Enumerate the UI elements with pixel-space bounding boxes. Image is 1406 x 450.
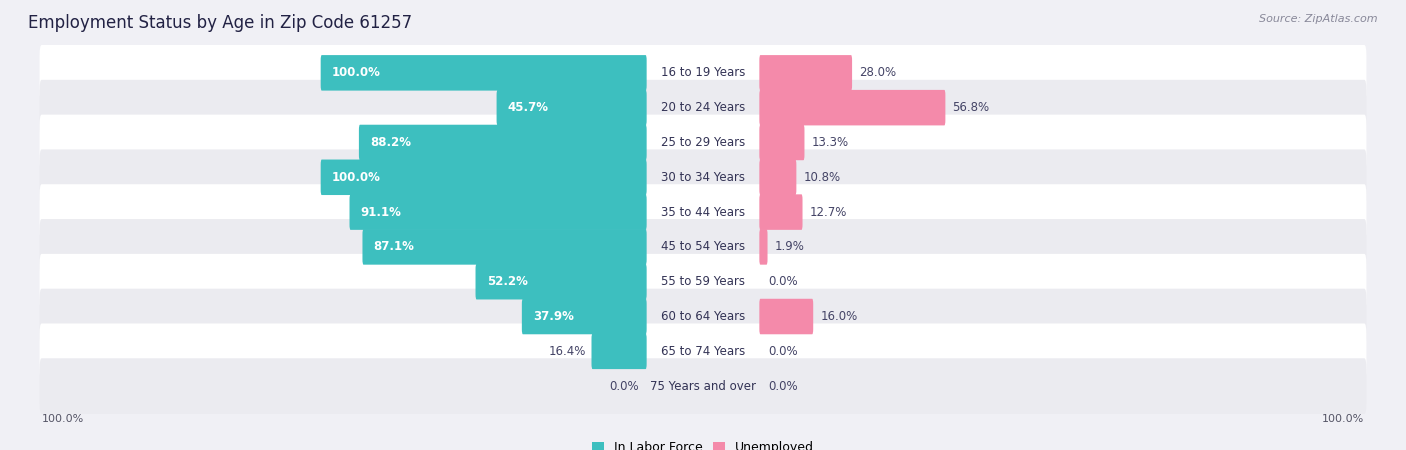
Text: 100.0%: 100.0% xyxy=(1322,414,1364,424)
Text: 16 to 19 Years: 16 to 19 Years xyxy=(661,66,745,79)
Text: 37.9%: 37.9% xyxy=(533,310,574,323)
Text: 100.0%: 100.0% xyxy=(332,66,381,79)
FancyBboxPatch shape xyxy=(321,160,647,195)
FancyBboxPatch shape xyxy=(39,358,1367,414)
Text: 0.0%: 0.0% xyxy=(609,380,638,393)
Text: 28.0%: 28.0% xyxy=(859,66,896,79)
Text: 13.3%: 13.3% xyxy=(811,136,849,149)
Text: 56.8%: 56.8% xyxy=(952,101,990,114)
Text: 1.9%: 1.9% xyxy=(775,240,804,253)
Text: 30 to 34 Years: 30 to 34 Years xyxy=(661,171,745,184)
FancyBboxPatch shape xyxy=(759,229,768,265)
FancyBboxPatch shape xyxy=(39,254,1367,310)
Text: 65 to 74 Years: 65 to 74 Years xyxy=(661,345,745,358)
Text: 88.2%: 88.2% xyxy=(370,136,411,149)
Text: Source: ZipAtlas.com: Source: ZipAtlas.com xyxy=(1260,14,1378,23)
Text: 52.2%: 52.2% xyxy=(486,275,527,288)
Text: 45.7%: 45.7% xyxy=(508,101,548,114)
FancyBboxPatch shape xyxy=(39,324,1367,379)
Text: 10.8%: 10.8% xyxy=(803,171,841,184)
FancyBboxPatch shape xyxy=(363,229,647,265)
FancyBboxPatch shape xyxy=(39,184,1367,240)
FancyBboxPatch shape xyxy=(759,90,945,126)
Text: 16.4%: 16.4% xyxy=(548,345,586,358)
FancyBboxPatch shape xyxy=(759,194,803,230)
Text: 0.0%: 0.0% xyxy=(769,275,799,288)
Text: 20 to 24 Years: 20 to 24 Years xyxy=(661,101,745,114)
FancyBboxPatch shape xyxy=(39,289,1367,344)
FancyBboxPatch shape xyxy=(759,160,796,195)
Text: 100.0%: 100.0% xyxy=(42,414,84,424)
Text: 91.1%: 91.1% xyxy=(361,206,402,219)
FancyBboxPatch shape xyxy=(321,55,647,90)
Text: 75 Years and over: 75 Years and over xyxy=(650,380,756,393)
Text: 60 to 64 Years: 60 to 64 Years xyxy=(661,310,745,323)
FancyBboxPatch shape xyxy=(350,194,647,230)
Text: 55 to 59 Years: 55 to 59 Years xyxy=(661,275,745,288)
FancyBboxPatch shape xyxy=(522,299,647,334)
Text: 0.0%: 0.0% xyxy=(769,345,799,358)
Text: 16.0%: 16.0% xyxy=(820,310,858,323)
FancyBboxPatch shape xyxy=(496,90,647,126)
FancyBboxPatch shape xyxy=(759,125,804,160)
Legend: In Labor Force, Unemployed: In Labor Force, Unemployed xyxy=(586,436,820,450)
FancyBboxPatch shape xyxy=(359,125,647,160)
FancyBboxPatch shape xyxy=(39,45,1367,101)
Text: 0.0%: 0.0% xyxy=(769,380,799,393)
FancyBboxPatch shape xyxy=(39,219,1367,275)
Text: 12.7%: 12.7% xyxy=(810,206,846,219)
Text: 35 to 44 Years: 35 to 44 Years xyxy=(661,206,745,219)
FancyBboxPatch shape xyxy=(759,299,813,334)
FancyBboxPatch shape xyxy=(39,115,1367,170)
FancyBboxPatch shape xyxy=(592,333,647,369)
Text: 45 to 54 Years: 45 to 54 Years xyxy=(661,240,745,253)
FancyBboxPatch shape xyxy=(39,80,1367,135)
Text: 100.0%: 100.0% xyxy=(332,171,381,184)
FancyBboxPatch shape xyxy=(759,55,852,90)
FancyBboxPatch shape xyxy=(475,264,647,299)
FancyBboxPatch shape xyxy=(39,149,1367,205)
Text: 25 to 29 Years: 25 to 29 Years xyxy=(661,136,745,149)
Text: 87.1%: 87.1% xyxy=(374,240,415,253)
Text: Employment Status by Age in Zip Code 61257: Employment Status by Age in Zip Code 612… xyxy=(28,14,412,32)
